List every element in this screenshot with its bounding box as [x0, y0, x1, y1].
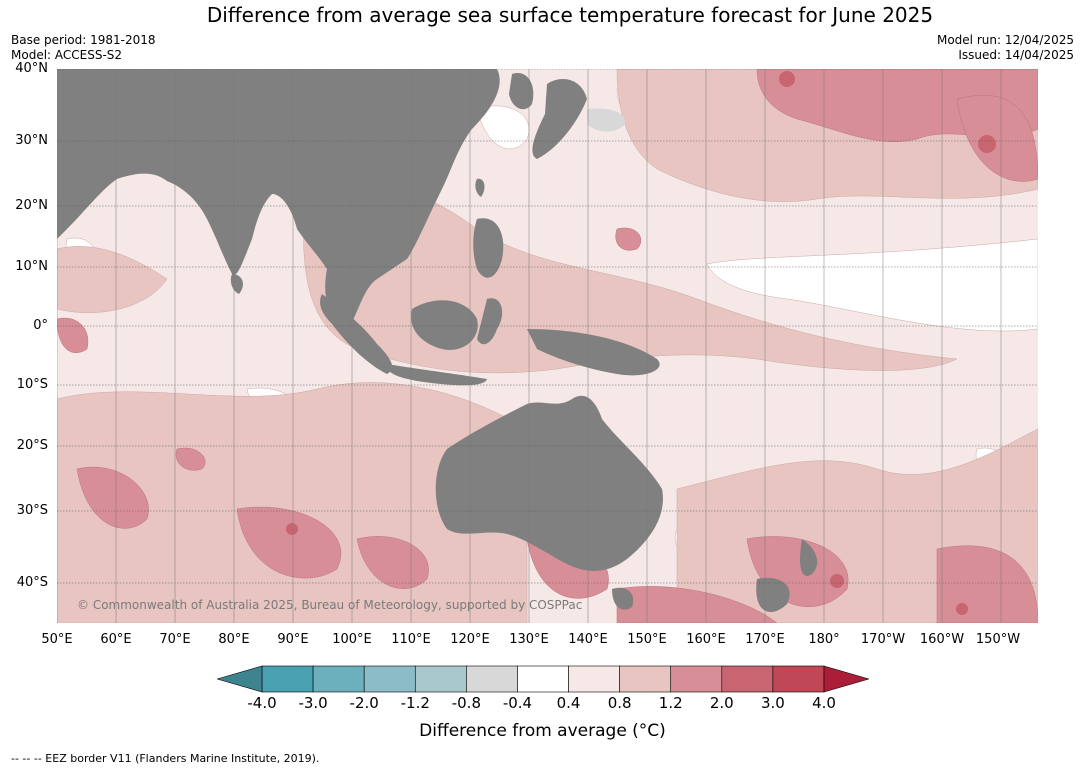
colorbar-tick-label: -4.0 — [247, 694, 277, 712]
land-masses — [57, 69, 818, 612]
colorbar-swatch — [261, 665, 314, 693]
colorbar-tick-label: 2.0 — [709, 694, 734, 712]
lat-label: 40°N — [15, 61, 48, 76]
lat-label: 30°N — [15, 133, 48, 148]
colorbar-swatch — [414, 665, 467, 693]
meridians — [57, 69, 1002, 623]
map-title: Difference from average sea surface temp… — [206, 3, 934, 27]
colorbar-swatch — [772, 665, 825, 693]
model-run-text: Model run: 12/04/2025 — [936, 33, 1074, 47]
lat-label: 30°S — [16, 503, 48, 518]
lon-label: 160°W — [919, 632, 965, 647]
lon-label: 140°E — [568, 632, 608, 647]
colorbar-tick-label: 4.0 — [812, 694, 836, 712]
colorbar-under-arrow — [217, 665, 263, 693]
sst-anomaly-map: © Commonwealth of Australia 2025, Bureau… — [57, 69, 1038, 623]
meta-right: Model run: 12/04/2025 Issued: 14/04/2025 — [937, 33, 1074, 63]
colorbar-tick-label: 1.2 — [658, 694, 683, 712]
map-canvas — [57, 69, 1038, 623]
missing-data-region — [587, 108, 626, 132]
lon-label: 100°E — [332, 632, 372, 647]
lat-label: 10°N — [15, 259, 48, 274]
moderate-warm-regions — [57, 69, 1038, 623]
lon-label: 180° — [808, 632, 840, 647]
lon-label: 150°E — [627, 632, 667, 647]
colorbar-swatch — [619, 665, 672, 693]
colorbar-tick-label: 0.8 — [607, 694, 632, 712]
lon-label: 170°E — [745, 632, 785, 647]
colorbar-tick-label: -0.4 — [502, 694, 533, 712]
colorbar-tick-label: -2.0 — [349, 694, 379, 712]
lon-label: 130°E — [509, 632, 549, 647]
model-text: Model: ACCESS-S2 — [11, 48, 123, 62]
lon-label: 170°W — [860, 632, 906, 647]
colorbar-swatch — [670, 665, 723, 693]
lat-label: 20°S — [16, 438, 48, 453]
lon-label: 60°E — [100, 632, 132, 647]
colorbar-swatch — [312, 665, 365, 693]
copyright-text: © Commonwealth of Australia 2025, Bureau… — [77, 598, 583, 612]
lon-label: 110°E — [391, 632, 431, 647]
strong-warm-regions — [286, 71, 996, 615]
lat-label: 20°N — [15, 198, 48, 213]
colorbar-swatch — [568, 665, 620, 693]
lon-label: 80°E — [218, 632, 250, 647]
lon-label: 70°E — [159, 632, 191, 647]
colorbar — [217, 665, 869, 693]
colorbar-swatch — [363, 665, 416, 693]
footer-note: -- -- -- EEZ border V11 (Flanders Marine… — [11, 752, 320, 765]
issued-text: Issued: 14/04/2025 — [958, 48, 1074, 62]
colorbar-tick-label: -3.0 — [298, 694, 328, 712]
colorbar-over-arrow — [823, 665, 869, 693]
colorbar-tick-label: 3.0 — [760, 694, 785, 712]
lon-label: 120°E — [450, 632, 490, 647]
colorbar-tick-label: 0.4 — [556, 694, 581, 712]
lat-label: 10°S — [16, 377, 48, 392]
lat-label: 40°S — [16, 575, 48, 590]
colorbar-swatch — [721, 665, 774, 693]
base-period-text: Base period: 1981-2018 — [11, 33, 156, 47]
lon-label: 160°E — [686, 632, 726, 647]
colorbar-tick-label: -1.2 — [400, 694, 430, 712]
colorbar-tick-label: -0.8 — [451, 694, 481, 712]
lon-label: 50°E — [41, 632, 73, 647]
lon-label: 150°W — [975, 632, 1021, 647]
colorbar-swatch — [517, 665, 569, 693]
lon-label: 90°E — [277, 632, 309, 647]
colorbar-title: Difference from average (°C) — [419, 721, 666, 741]
meta-left: Base period: 1981-2018 Model: ACCESS-S2 — [11, 33, 156, 63]
colorbar-swatch — [466, 665, 518, 693]
lat-label: 0° — [33, 318, 48, 333]
